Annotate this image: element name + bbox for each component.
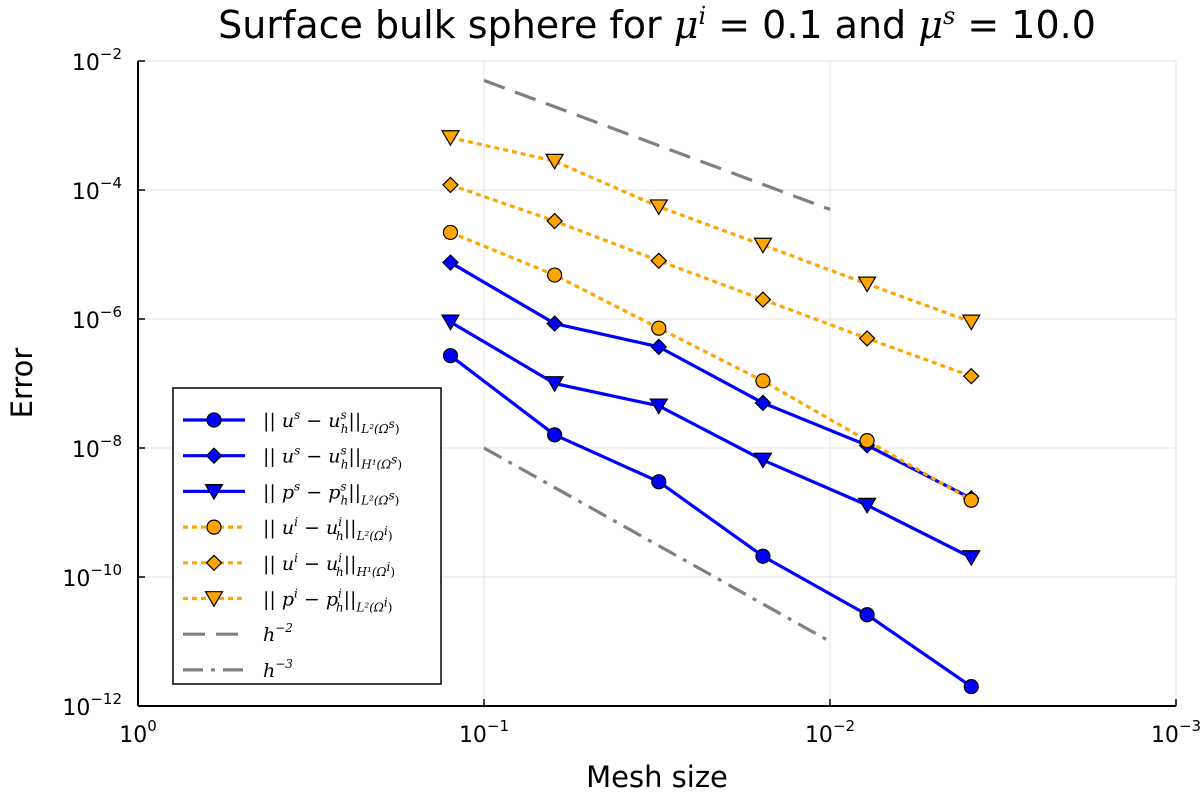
data-point-triangle-down bbox=[753, 452, 773, 469]
data-point-diamond bbox=[546, 212, 563, 230]
data-point-circle bbox=[963, 678, 979, 695]
series-line bbox=[483, 78, 831, 211]
series-5 bbox=[442, 176, 980, 385]
legend-item: || pi − pi h||L²(Ωi) bbox=[183, 587, 392, 615]
y-tick-label: 10−10 bbox=[62, 561, 122, 592]
series-line bbox=[449, 183, 972, 378]
y-tick-label: 10−8 bbox=[72, 432, 122, 463]
legend-marker bbox=[205, 447, 223, 465]
legend-label: || pi − pi h||L²(Ωi) bbox=[263, 587, 392, 615]
series-line bbox=[450, 136, 972, 324]
series-line bbox=[449, 354, 973, 688]
data-point-diamond bbox=[546, 315, 563, 332]
legend-marker bbox=[205, 554, 223, 572]
series-6 bbox=[440, 130, 981, 331]
series-4 bbox=[442, 224, 979, 508]
y-tick-label: 10−4 bbox=[72, 174, 122, 205]
data-point-circle bbox=[859, 433, 875, 449]
legend-item: || us − us h||H¹(Ωs) bbox=[183, 444, 402, 472]
data-point-triangle-down bbox=[545, 153, 565, 170]
data-point-diamond bbox=[962, 367, 980, 385]
legend-item: h−3 bbox=[183, 657, 293, 682]
data-point-triangle-down bbox=[649, 398, 669, 415]
data-point-circle bbox=[963, 492, 979, 508]
legend-item: || ui − ui h||H¹(Ωi) bbox=[183, 551, 395, 579]
y-tick-label: 10−2 bbox=[72, 45, 122, 76]
data-point-diamond bbox=[442, 176, 459, 194]
x-axis-label: Mesh size bbox=[586, 760, 728, 794]
data-point-diamond bbox=[754, 394, 772, 412]
legend-item: || ps − ps h||L²(Ωs) bbox=[183, 479, 399, 507]
x-tick-label: 100 bbox=[119, 717, 157, 748]
series-line bbox=[449, 261, 972, 500]
plot-area bbox=[440, 78, 981, 695]
data-point-triangle-down bbox=[545, 376, 565, 393]
data-point-circle bbox=[859, 607, 875, 623]
series-1 bbox=[442, 348, 979, 695]
data-point-diamond bbox=[442, 254, 459, 271]
data-point-diamond bbox=[650, 338, 668, 356]
x-tick-label: 10−3 bbox=[1151, 717, 1200, 748]
series-7 bbox=[483, 78, 831, 211]
data-point-triangle-down bbox=[440, 130, 461, 147]
data-point-diamond bbox=[858, 330, 876, 347]
data-point-circle bbox=[547, 267, 563, 283]
data-point-circle bbox=[442, 348, 459, 364]
series-3 bbox=[440, 314, 981, 567]
legend-marker bbox=[206, 519, 222, 535]
axes bbox=[137, 60, 1177, 707]
data-point-triangle-down bbox=[961, 314, 981, 331]
data-point-diamond bbox=[754, 291, 772, 308]
y-tick-label: 10−12 bbox=[62, 690, 122, 721]
data-point-triangle-down bbox=[857, 276, 877, 293]
chart-title: Surface bulk sphere for μi = 0.1 and μs … bbox=[218, 2, 1096, 47]
legend-label: h−3 bbox=[263, 657, 293, 682]
legend-marker bbox=[204, 484, 224, 501]
data-point-circle bbox=[755, 548, 771, 564]
x-tick-label: 10−1 bbox=[459, 717, 509, 748]
tick-labels: 100 10−1 10−2 10−3 10−12 10−10 10−8 10−6 10−4 10−… bbox=[62, 45, 1200, 748]
data-point-triangle-down bbox=[440, 314, 461, 331]
legend-item: || ui − ui h||L²(Ωi) bbox=[183, 515, 393, 543]
legend: || us − us h||L²(Ωs) || us − us h||H¹(Ωs) ||… bbox=[172, 387, 442, 685]
data-point-triangle-down bbox=[753, 237, 773, 254]
data-point-circle bbox=[651, 320, 667, 336]
y-axis-label: Error bbox=[5, 348, 39, 419]
legend-marker bbox=[204, 591, 224, 608]
data-point-circle bbox=[547, 427, 563, 443]
legend-label: h−2 bbox=[263, 621, 293, 646]
series-line bbox=[449, 320, 972, 560]
data-point-triangle-down bbox=[857, 497, 877, 514]
legend-item: h−2 bbox=[183, 621, 293, 646]
legend-label: || ui − ui h||L²(Ωi) bbox=[263, 515, 393, 543]
legend-label: || ui − ui h||H¹(Ωi) bbox=[263, 551, 395, 579]
legend-marker bbox=[206, 412, 222, 428]
series-line bbox=[483, 446, 831, 643]
series-8 bbox=[483, 446, 831, 643]
data-point-triangle-down bbox=[961, 550, 981, 567]
data-point-circle bbox=[755, 373, 771, 389]
data-point-diamond bbox=[650, 252, 668, 270]
y-tick-label: 10−6 bbox=[72, 303, 122, 334]
data-point-triangle-down bbox=[649, 199, 669, 216]
data-point-circle bbox=[651, 474, 667, 490]
legend-item: || us − us h||L²(Ωs) bbox=[183, 408, 400, 436]
legend-label: || us − us h||H¹(Ωs) bbox=[263, 444, 402, 472]
legend-label: || us − us h||L²(Ωs) bbox=[263, 408, 400, 436]
series-line bbox=[449, 230, 973, 502]
x-tick-label: 10−2 bbox=[805, 717, 855, 748]
data-point-circle bbox=[442, 224, 459, 241]
legend-label: || ps − ps h||L²(Ωs) bbox=[263, 479, 399, 507]
